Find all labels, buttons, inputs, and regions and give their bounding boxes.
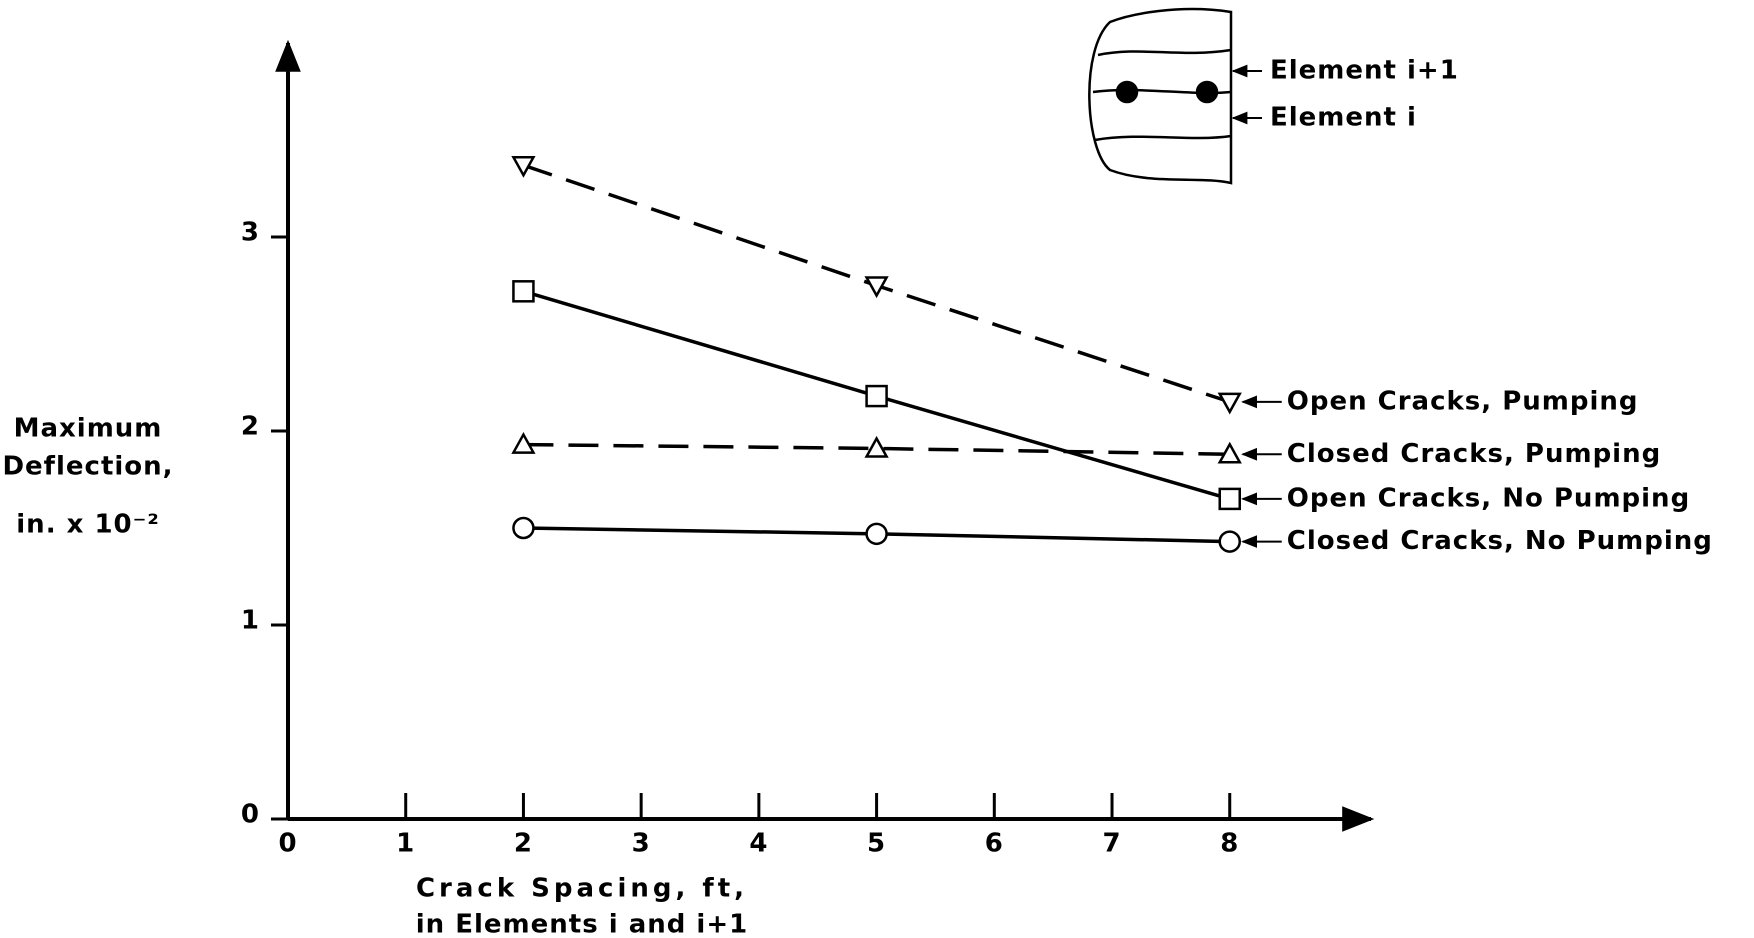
inset-diagram xyxy=(1089,9,1262,183)
x-tick-label: 6 xyxy=(985,829,1004,859)
y-tick-label: 1 xyxy=(241,606,260,636)
marker xyxy=(1220,489,1240,509)
x-tick-label: 7 xyxy=(1102,829,1121,859)
x-tick-label: 0 xyxy=(278,829,297,859)
y-axis-label: Deflection, xyxy=(2,452,173,482)
x-tick-label: 2 xyxy=(514,829,533,859)
marker xyxy=(867,386,887,406)
legend-label: Open Cracks, No Pumping xyxy=(1287,483,1690,513)
y-tick-label: 2 xyxy=(241,412,260,442)
y-tick-label: 0 xyxy=(241,800,260,830)
x-tick-label: 3 xyxy=(632,829,651,859)
y-tick-label: 3 xyxy=(241,218,260,248)
x-tick-label: 5 xyxy=(867,829,886,859)
inset-label: Element i+1 xyxy=(1270,56,1459,86)
x-tick-label: 8 xyxy=(1220,829,1239,859)
page: Element i+1 Element i Maximum Deflection… xyxy=(0,0,1754,938)
chart: Element i+1 Element i Maximum Deflection… xyxy=(0,0,1754,938)
y-axis-label: in. x 10⁻² xyxy=(16,510,159,540)
marker xyxy=(1220,394,1240,412)
x-tick-label: 4 xyxy=(749,829,768,859)
x-axis-label: Crack Spacing, ft, xyxy=(416,874,748,904)
inset-label: Element i xyxy=(1270,103,1417,133)
x-tick-label: 1 xyxy=(396,829,415,859)
marker xyxy=(1220,532,1240,552)
marker xyxy=(513,281,533,301)
legend-label: Open Cracks, Pumping xyxy=(1287,386,1639,416)
y-axis-label: Maximum xyxy=(14,414,163,444)
legend-label: Closed Cracks, Pumping xyxy=(1287,439,1662,469)
marker xyxy=(867,524,887,544)
marker xyxy=(513,518,533,538)
x-axis-label: in Elements i and i+1 xyxy=(416,910,748,938)
legend-label: Closed Cracks, No Pumping xyxy=(1287,526,1713,556)
